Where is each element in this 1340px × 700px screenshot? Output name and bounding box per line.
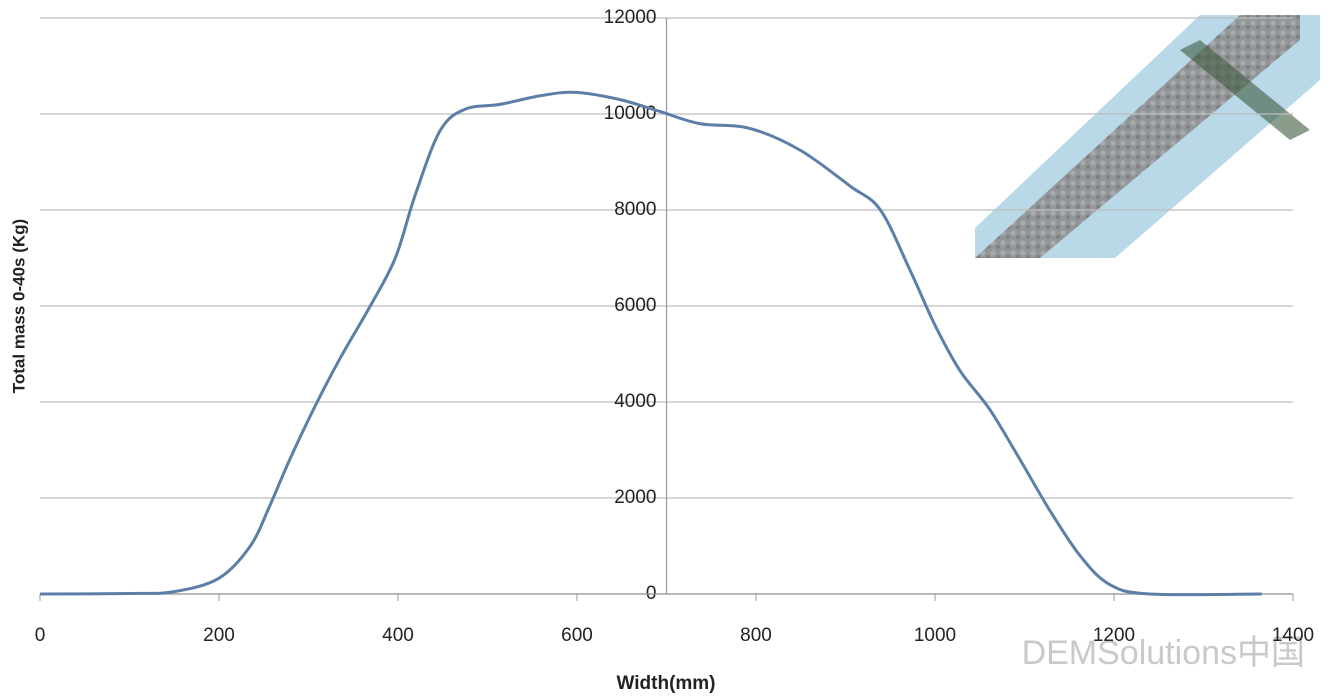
x-tick-label: 200 [203,625,235,646]
x-tick-label: 600 [561,625,593,646]
x-tick-label: 1200 [1093,625,1135,646]
y-tick-label: 6000 [614,295,656,316]
page: {"chart_data": {"type": "line", "x_label… [0,0,1340,700]
x-tick-label: 0 [35,625,46,646]
y-tick-label: 4000 [614,391,656,412]
x-tick-label: 400 [382,625,414,646]
y-tick-label: 2000 [614,487,656,508]
x-tick-label: 1400 [1272,625,1314,646]
y-tick-label: 8000 [614,199,656,220]
watermark: DEMSolutions中国 [1022,634,1305,672]
y-tick-label: 12000 [604,7,657,28]
y-axis-title: Total mass 0-40s (Kg) [9,219,28,393]
x-tick-label: 800 [740,625,772,646]
inset-image [975,15,1320,258]
x-tick-label: 1000 [914,625,956,646]
chart: Total mass 0-40s (Kg) Width(mm) DEMSolut… [0,0,1340,700]
x-axis-title: Width(mm) [616,673,715,694]
y-tick-label: 10000 [604,103,657,124]
